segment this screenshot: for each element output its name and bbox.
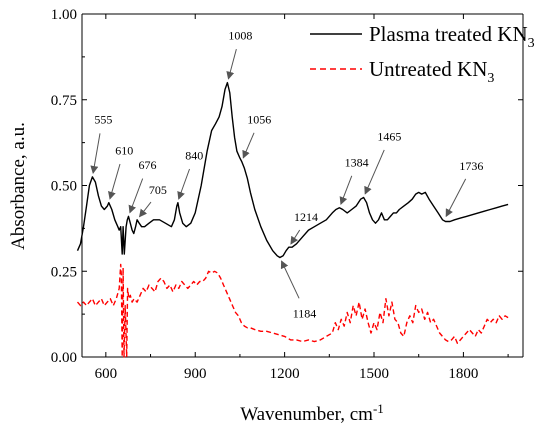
plot-frame xyxy=(81,13,524,358)
y-tick-label: 0.25 xyxy=(51,264,77,280)
annotation-label-555: 555 xyxy=(94,112,112,126)
annotation-arrow-840 xyxy=(177,168,190,200)
x-axis: 600 900 1200 1500 1800 xyxy=(95,14,509,382)
annotation-label-705: 705 xyxy=(149,183,167,197)
annotation-arrow-1184 xyxy=(280,260,300,299)
peak-annotations: 555 610 676 705 840 1008 1056 1214 1184 1384 1465 1… xyxy=(90,28,483,321)
annotation-label-1214: 1214 xyxy=(294,210,318,224)
annotation-arrow-1008 xyxy=(226,49,237,80)
series-layer xyxy=(76,81,509,358)
annotation-arrow-610 xyxy=(108,163,121,200)
annotation-label-840: 840 xyxy=(185,148,203,162)
annotation-arrow-555 xyxy=(90,133,101,174)
x-tick-label: 600 xyxy=(95,366,118,382)
x-tick-label: 1800 xyxy=(448,366,478,382)
y-axis-title: Absorbance, a.u. xyxy=(8,122,29,250)
legend: Plasma treated KN3 Untreated KN3 xyxy=(310,22,535,86)
x-tick-label: 1500 xyxy=(359,366,389,382)
y-tick-label: 0.75 xyxy=(51,93,77,109)
y-axis: 0.00 0.25 0.50 0.75 1.00 xyxy=(51,7,523,366)
x-tick-label: 900 xyxy=(184,366,207,382)
annotation-label-1056: 1056 xyxy=(247,112,271,126)
y-tick-label: 0.50 xyxy=(51,179,77,195)
series-plasma-treated xyxy=(76,81,509,259)
series-untreated xyxy=(76,263,509,358)
annotation-label-1184: 1184 xyxy=(293,307,317,321)
annotation-arrow-1384 xyxy=(339,175,353,205)
y-tick-label: 1.00 xyxy=(51,7,77,23)
annotation-label-610: 610 xyxy=(115,143,133,157)
annotation-label-676: 676 xyxy=(138,158,156,172)
annotation-arrow-1465 xyxy=(364,149,385,195)
annotation-arrow-1214 xyxy=(290,229,301,245)
x-tick-label: 1200 xyxy=(270,366,300,382)
y-tick-label: 0.00 xyxy=(51,350,77,366)
annotation-arrow-676 xyxy=(128,178,144,214)
x-axis-title: Wavenumber, cm-1 xyxy=(240,401,384,425)
annotation-arrow-705 xyxy=(138,201,152,218)
annotation-label-1008: 1008 xyxy=(228,28,252,42)
legend-label-plasma: Plasma treated KN3 xyxy=(369,22,535,51)
annotation-label-1736: 1736 xyxy=(459,159,483,173)
legend-label-untreated: Untreated KN3 xyxy=(369,57,494,86)
annotation-label-1384: 1384 xyxy=(345,155,369,169)
annotation-arrow-1056 xyxy=(242,132,255,159)
annotation-label-1465: 1465 xyxy=(377,130,401,144)
annotation-arrow-1736 xyxy=(445,178,467,218)
